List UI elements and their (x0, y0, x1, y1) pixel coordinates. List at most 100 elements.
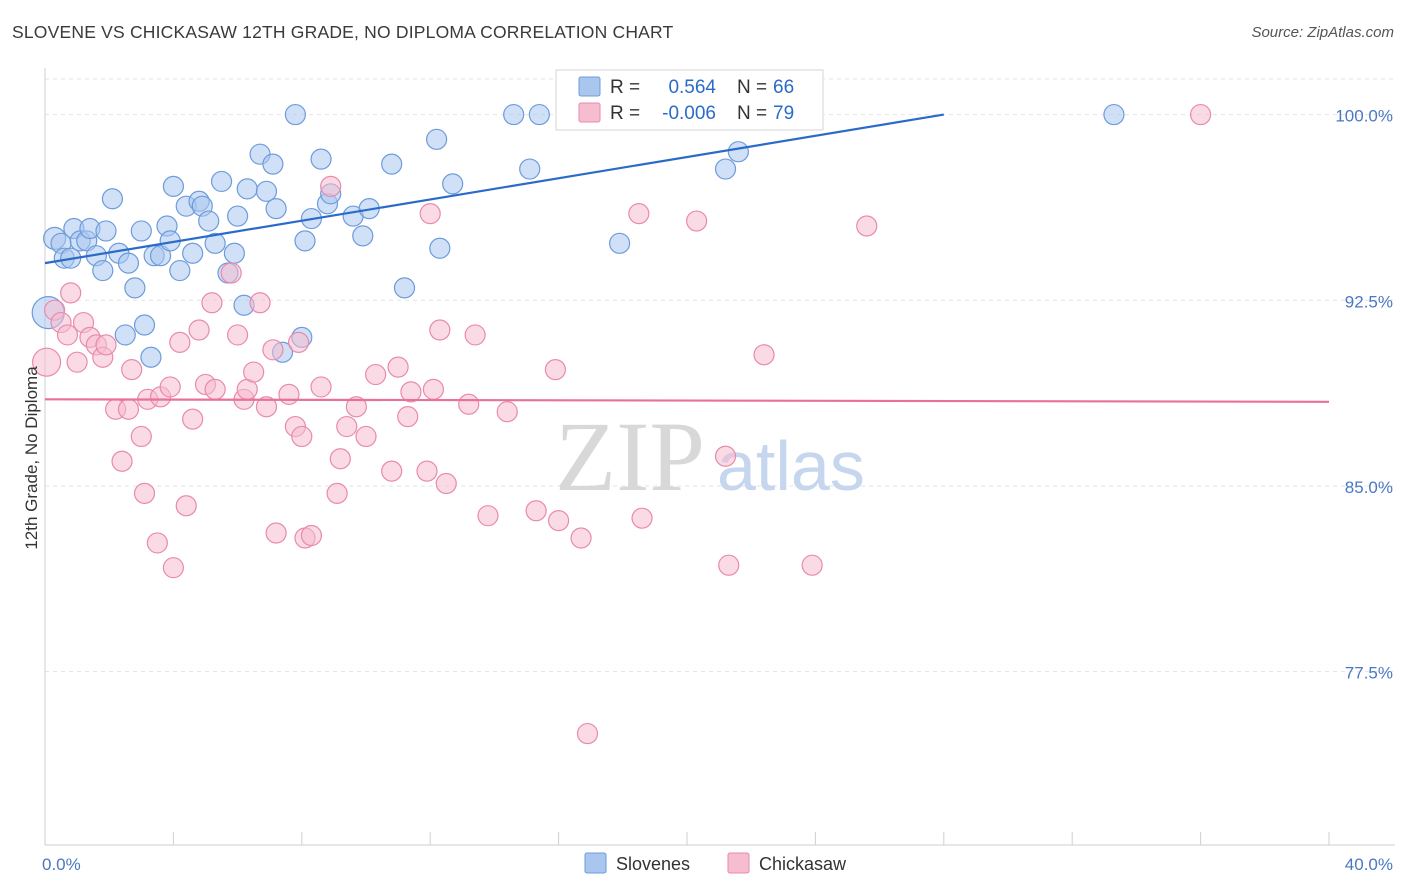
point-slovenes (393, 277, 416, 299)
point-chickasaw (320, 175, 342, 197)
legend-blue-swatch (578, 76, 601, 97)
point-chickasaw (628, 203, 650, 225)
point-chickasaw (544, 359, 566, 381)
point-chickasaw (801, 554, 823, 576)
point-slovenes (210, 170, 233, 193)
point-chickasaw (714, 445, 737, 467)
legend-pink-n-value: 79 (773, 103, 794, 124)
point-chickasaw (60, 282, 82, 304)
point-chickasaw (95, 334, 117, 356)
point-slovenes (169, 259, 191, 282)
point-chickasaw (169, 331, 191, 353)
point-chickasaw (435, 472, 457, 495)
point-chickasaw (464, 324, 486, 346)
chart-title: SLOVENE VS CHICKASAW 12TH GRADE, NO DIPL… (12, 22, 674, 42)
point-chickasaw (326, 482, 348, 505)
point-slovenes (1103, 103, 1125, 126)
trend-lines (44, 113, 1330, 403)
point-chickasaw (287, 331, 310, 353)
point-chickasaw (458, 393, 480, 415)
series-legend-swatch-chickasaw (727, 852, 750, 874)
point-chickasaw (1189, 103, 1212, 126)
watermark-atlas: atlas (717, 427, 865, 505)
point-chickasaw (249, 292, 271, 314)
point-slovenes (114, 324, 136, 346)
point-slovenes (262, 153, 284, 175)
point-chickasaw (365, 363, 387, 386)
point-chickasaw (66, 351, 88, 373)
point-chickasaw (201, 292, 223, 314)
point-chickasaw (265, 522, 287, 544)
x-tick-label: 40.0% (1345, 855, 1393, 874)
point-chickasaw (355, 425, 377, 448)
point-slovenes (284, 103, 306, 126)
series-legend: Slovenes Chickasaw (584, 852, 847, 874)
point-chickasaw (576, 722, 599, 745)
point-chickasaw (422, 378, 445, 401)
point-chickasaw (291, 425, 313, 448)
point-chickasaw (278, 383, 300, 405)
point-chickasaw (631, 507, 653, 529)
y-tick-label: 85.0% (1345, 478, 1393, 497)
series-legend-swatch-slovenes (584, 852, 607, 874)
point-chickasaw (117, 398, 140, 420)
point-chickasaw (387, 356, 409, 378)
point-chickasaw (477, 505, 499, 527)
point-chickasaw (496, 401, 518, 423)
y-axis-label: 12th Grade, No Diploma (22, 366, 41, 550)
point-slovenes (294, 230, 316, 252)
point-chickasaw (429, 319, 451, 341)
point-slovenes (149, 245, 172, 267)
point-slovenes (381, 153, 403, 175)
point-chickasaw (182, 408, 204, 430)
series-legend-label-slovenes: Slovenes (616, 854, 690, 874)
point-slovenes (528, 103, 550, 126)
point-chickasaw (159, 376, 181, 398)
point-slovenes (130, 220, 152, 242)
point-slovenes (223, 242, 245, 264)
point-chickasaw (32, 347, 62, 377)
point-chickasaw (570, 527, 592, 549)
point-chickasaw (220, 262, 242, 284)
point-chickasaw (262, 339, 284, 361)
point-chickasaw (416, 460, 438, 482)
point-chickasaw (718, 554, 740, 576)
point-chickasaw (111, 450, 133, 472)
axes (44, 68, 1395, 846)
point-slovenes (519, 158, 541, 180)
point-slovenes (714, 158, 737, 180)
legend-blue-r-value: 0.564 (668, 77, 716, 98)
point-slovenes (92, 259, 114, 282)
y-tick-label: 92.5% (1345, 292, 1393, 311)
point-chickasaw (121, 359, 143, 381)
legend-blue-n-value: 66 (773, 77, 794, 98)
point-slovenes (608, 232, 631, 254)
point-chickasaw (56, 324, 79, 346)
watermark-zip: ZIP (555, 401, 705, 512)
point-slovenes (101, 188, 124, 210)
y-tick-label: 77.5% (1345, 664, 1393, 683)
point-slovenes (310, 148, 332, 170)
point-slovenes (265, 198, 287, 220)
point-chickasaw (188, 319, 210, 341)
point-slovenes (182, 242, 204, 264)
legend-pink-n-label: N = (737, 103, 767, 124)
point-slovenes (162, 175, 184, 197)
point-chickasaw (381, 460, 403, 482)
point-chickasaw (547, 510, 570, 532)
point-chickasaw (130, 425, 152, 448)
source-credit: Source: ZipAtlas.com (1251, 24, 1394, 41)
point-chickasaw (243, 361, 265, 383)
tick-labels: 100.0% 92.5% 85.0% 77.5% 0.0% 40.0% (42, 107, 1393, 874)
series-legend-label-chickasaw: Chickasaw (759, 854, 847, 874)
point-slovenes (117, 252, 140, 274)
point-slovenes (198, 210, 220, 232)
point-chickasaw (175, 495, 197, 517)
point-slovenes (255, 180, 278, 202)
point-slovenes (124, 277, 146, 299)
point-chickasaw (329, 448, 351, 470)
point-chickasaw (162, 557, 184, 579)
point-chickasaw (419, 203, 441, 225)
point-slovenes (442, 173, 464, 195)
